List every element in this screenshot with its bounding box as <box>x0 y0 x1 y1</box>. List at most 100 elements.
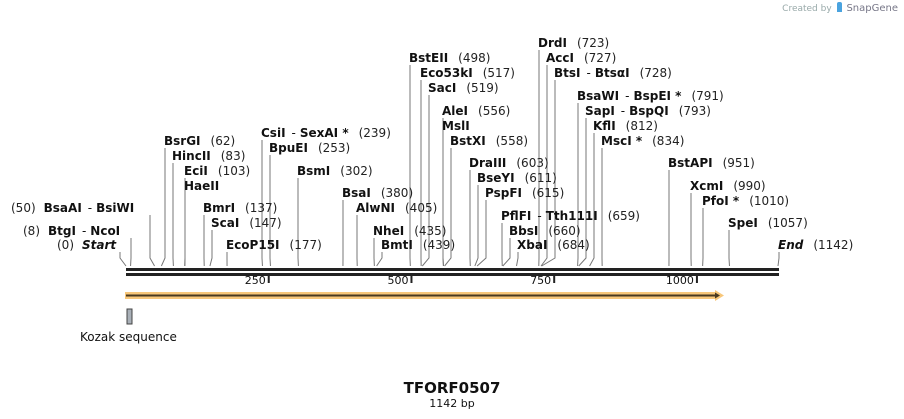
cut-site-position: (558) <box>495 134 529 148</box>
enzyme-name: BseYI <box>477 171 515 185</box>
cut-site-draiii[interactable]: DraIII (603) <box>469 156 549 170</box>
enzyme-name-alt: NcoI <box>90 224 121 238</box>
cut-site-hincii[interactable]: HincII (83) <box>172 149 245 163</box>
enzyme-name: BpuEI <box>269 141 308 155</box>
cut-site-bsai[interactable]: BsaI (380) <box>342 186 413 200</box>
cut-site-line <box>149 215 155 267</box>
cut-site-position: (147) <box>249 216 282 230</box>
cut-site-start[interactable]: (0) Start <box>57 238 116 252</box>
feature-label-kozak[interactable]: Kozak sequence <box>80 330 177 344</box>
enzyme-name-alt: BspQI <box>629 104 669 118</box>
cut-site-alwni[interactable]: AlwNI (405) <box>356 201 437 215</box>
methylation-star-icon: * <box>338 126 349 140</box>
backbone-bottom <box>126 273 779 276</box>
enzyme-separator: - <box>620 104 626 118</box>
cut-site-sapi[interactable]: SapI - BspQI (793) <box>585 104 711 118</box>
cut-site-bsmi[interactable]: BsmI (302) <box>297 164 373 178</box>
cut-site-alei[interactable]: AleI (556) <box>442 104 510 118</box>
cut-site-xbai[interactable]: XbaI (684) <box>517 238 590 252</box>
cut-site-position: (1057) <box>767 216 808 230</box>
cut-site-bstapi[interactable]: BstAPI (951) <box>668 156 755 170</box>
methylation-star-icon: * <box>670 89 682 103</box>
cut-site-position: (517) <box>482 66 515 80</box>
cut-site-end[interactable]: End (1142) <box>778 238 853 252</box>
cut-site-bsteii[interactable]: BstEII (498) <box>409 51 490 65</box>
enzyme-separator: - <box>586 66 591 80</box>
enzyme-name: HincII <box>172 149 211 163</box>
cut-site-line <box>376 252 383 267</box>
backbone-top <box>126 268 779 271</box>
cut-site-position: (239) <box>358 126 391 140</box>
cut-site-bbsi[interactable]: BbsI (660) <box>509 224 581 238</box>
ruler-tick-label: 500 <box>387 274 409 287</box>
methylation-star-icon: * <box>728 194 740 208</box>
cut-site-position: (793) <box>678 104 711 118</box>
cut-site-msli[interactable]: MslI <box>442 119 470 133</box>
cut-site-btgi[interactable]: (8) BtgI - NcoI <box>23 224 120 238</box>
enzyme-name: CsiI <box>261 126 286 140</box>
cut-site-acci[interactable]: AccI (727) <box>546 51 616 65</box>
cut-site-bmti[interactable]: BmtI (439) <box>381 238 455 252</box>
cut-site-btsi[interactable]: BtsI - BtsαI (728) <box>554 66 672 80</box>
cut-site-msci[interactable]: MscI * (834) <box>601 134 684 148</box>
cut-site-position: (8) <box>23 224 40 238</box>
cut-site-bsaai[interactable]: (50) BsaAI - BsiWI <box>11 201 134 215</box>
cut-site-saci[interactable]: SacI (519) <box>428 81 499 95</box>
cut-site-position: (62) <box>210 134 236 148</box>
cut-site-spei[interactable]: SpeI (1057) <box>728 216 808 230</box>
enzyme-name: SpeI <box>728 216 758 230</box>
enzyme-name: BstEII <box>409 51 449 65</box>
cut-site-drdi[interactable]: DrdI (723) <box>538 36 609 50</box>
enzyme-name: EciI <box>184 164 208 178</box>
cut-site-line <box>589 133 595 267</box>
cut-site-bsrgi[interactable]: BsrGI (62) <box>164 134 235 148</box>
cut-site-pflfi[interactable]: PflFI - Tth111I (659) <box>501 209 640 223</box>
cut-site-position: (556) <box>478 104 511 118</box>
cut-site-ecii[interactable]: EciI (103) <box>184 164 250 178</box>
cut-site-position: (103) <box>217 164 251 178</box>
cut-site-ecop15i[interactable]: EcoP15I (177) <box>226 238 322 252</box>
cut-site-bseyi[interactable]: BseYI (611) <box>477 171 557 185</box>
cut-site-pspfi[interactable]: PspFI (615) <box>485 186 564 200</box>
ruler-tick-label: 250 <box>244 274 266 287</box>
ruler-tick <box>410 276 413 283</box>
enzyme-separator: - <box>625 89 630 103</box>
enzyme-name: BmrI <box>203 201 236 215</box>
enzyme-name: SapI <box>585 104 615 118</box>
cut-site-pfoi[interactable]: PfoI * (1010) <box>702 194 789 208</box>
cut-site-position: (812) <box>625 119 658 133</box>
enzyme-separator: - <box>81 224 87 238</box>
enzyme-name-alt: BspEI <box>633 89 671 103</box>
cut-site-position: (1142) <box>813 238 854 252</box>
cut-site-position: (498) <box>458 51 491 65</box>
cut-site-kfli[interactable]: KflI (812) <box>593 119 658 133</box>
cut-site-bsawi[interactable]: BsaWI - BspEI * (791) <box>577 89 724 103</box>
cut-site-position: (727) <box>583 51 617 65</box>
enzyme-name: SacI <box>428 81 457 95</box>
enzyme-name: BtsI <box>554 66 581 80</box>
cut-site-bpuei[interactable]: BpuEI (253) <box>269 141 350 155</box>
orf-feature-line <box>126 294 716 297</box>
cut-site-xcmi[interactable]: XcmI (990) <box>690 179 766 193</box>
cut-site-bstxi[interactable]: BstXI (558) <box>450 134 528 148</box>
cut-site-nhei[interactable]: NheI (435) <box>373 224 446 238</box>
enzyme-name: AccI <box>546 51 574 65</box>
cut-site-scai[interactable]: ScaI (147) <box>211 216 282 230</box>
cut-site-position: (177) <box>289 238 322 252</box>
cut-site-position: (435) <box>414 224 447 238</box>
kozak-feature[interactable] <box>126 308 133 325</box>
cut-site-eco53ki[interactable]: Eco53kI (517) <box>420 66 515 80</box>
enzyme-name: MscI <box>601 134 632 148</box>
cut-site-haeii[interactable]: HaeII <box>184 179 219 193</box>
cut-site-position: (660) <box>548 224 581 238</box>
cut-site-csii[interactable]: CsiI - SexAI * (239) <box>261 126 391 140</box>
cut-site-position: (659) <box>607 209 640 223</box>
ruler-tick <box>553 276 556 283</box>
enzyme-name: AleI <box>442 104 469 118</box>
enzyme-name: BsmI <box>297 164 331 178</box>
cut-site-position: (791) <box>691 89 724 103</box>
cut-site-line <box>541 80 556 267</box>
enzyme-name: DrdI <box>538 36 567 50</box>
sequence-title: TFORF0507 <box>403 379 501 397</box>
cut-site-bmri[interactable]: BmrI (137) <box>203 201 277 215</box>
